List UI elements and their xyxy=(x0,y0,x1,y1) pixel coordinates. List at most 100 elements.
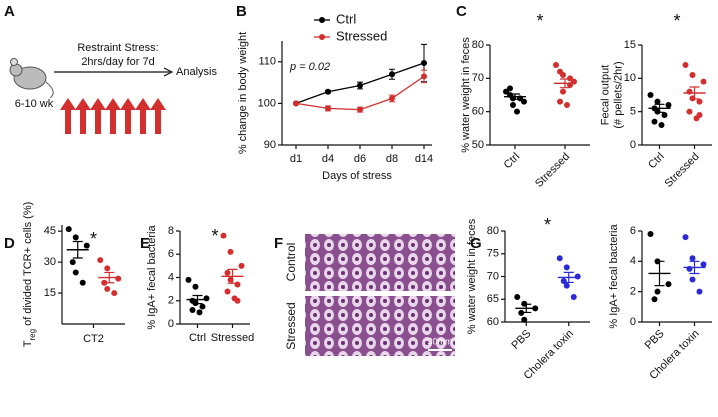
y-axis-label: % water weight in feces xyxy=(466,218,478,334)
annotation: * xyxy=(673,11,680,31)
stress-label: Restraint Stress: xyxy=(77,42,158,54)
panel-label: D xyxy=(4,235,15,252)
y-tick-label: 4 xyxy=(630,255,636,267)
point xyxy=(651,118,658,125)
point xyxy=(700,261,707,268)
point xyxy=(661,112,668,118)
error-bar xyxy=(654,260,665,287)
legend-label: Ctrl xyxy=(336,11,356,26)
point xyxy=(69,259,76,266)
point xyxy=(224,288,231,295)
x-tick-label: d4 xyxy=(322,153,334,165)
point xyxy=(564,102,570,108)
point xyxy=(389,71,395,78)
y-tick-label: 45 xyxy=(44,225,56,237)
point xyxy=(238,262,245,269)
point xyxy=(97,257,104,264)
point xyxy=(514,108,520,115)
x-tick-label: Stressed xyxy=(662,151,701,190)
point xyxy=(325,88,331,95)
y-tick-label: 60 xyxy=(487,316,499,328)
point xyxy=(521,316,528,323)
point xyxy=(83,242,90,249)
y-tick-label: 5 xyxy=(630,106,636,118)
point xyxy=(293,100,299,107)
point xyxy=(507,85,513,92)
y-tick-label: 65 xyxy=(487,293,499,305)
point xyxy=(665,102,672,108)
point xyxy=(651,296,658,303)
point xyxy=(647,92,654,98)
point xyxy=(389,95,395,102)
x-tick-label: PBS xyxy=(643,328,667,352)
point xyxy=(557,98,563,105)
x-tick-label: Stressed xyxy=(533,151,572,190)
point xyxy=(421,60,427,67)
x-tick-label: CT2 xyxy=(83,333,104,345)
point xyxy=(199,303,206,310)
point xyxy=(514,293,521,300)
y-axis-label: Fecal output xyxy=(599,65,611,126)
panel-label: A xyxy=(4,3,15,20)
point xyxy=(563,264,570,271)
y-tick-label: 30 xyxy=(44,256,56,268)
x-tick-label: Ctrl xyxy=(502,151,523,172)
y-axis-label-part: T xyxy=(22,340,34,347)
point xyxy=(234,297,241,304)
point xyxy=(510,102,516,108)
histology-image xyxy=(305,234,455,291)
y-tick-label: 110 xyxy=(258,56,276,68)
y-tick-label: 2 xyxy=(168,295,174,307)
y-tick-label: 75 xyxy=(487,248,499,260)
point xyxy=(557,68,563,75)
y-tick-label: 0 xyxy=(630,316,636,328)
y-axis-label: Treg of divided TCR+ cells (%) xyxy=(22,202,37,348)
point xyxy=(696,112,703,118)
y-tick-label: 6 xyxy=(630,225,636,237)
y-tick-label: 60 xyxy=(472,106,484,118)
panel-label: F xyxy=(274,235,283,252)
point xyxy=(104,285,111,292)
y-tick-label: 10 xyxy=(624,72,636,84)
y-axis-label: (# pellets/2hr) xyxy=(612,61,624,128)
diagram: A 6-10 wk Restraint Stress: 2hrs/day for… xyxy=(4,3,217,134)
scale-label: 30mm xyxy=(427,336,452,346)
mouse-head xyxy=(9,63,23,77)
y-tick-label: 8 xyxy=(168,225,174,237)
point xyxy=(111,290,118,297)
y-axis-label: % IgA+ fecal bacteria xyxy=(608,223,620,328)
point xyxy=(72,269,79,276)
error-bar xyxy=(510,93,520,100)
annotation: * xyxy=(90,229,97,249)
age-label: 6-10 wk xyxy=(15,98,54,110)
point xyxy=(325,105,331,112)
point xyxy=(567,75,573,82)
y-tick-label: 2 xyxy=(630,286,636,298)
y-tick-label: 15 xyxy=(624,39,636,51)
point xyxy=(220,232,227,239)
annotation: p = 0.02 xyxy=(289,61,330,73)
error-bar xyxy=(227,268,238,284)
point xyxy=(553,62,559,68)
mouse-tail xyxy=(45,81,54,99)
y-axis-label-part: reg xyxy=(28,329,37,341)
error-bar xyxy=(563,271,574,284)
point xyxy=(65,226,72,233)
x-tick-label: Ctrl xyxy=(189,332,206,344)
legend-marker xyxy=(319,17,325,23)
stress-label: 2hrs/day for 7d xyxy=(81,56,154,68)
point xyxy=(682,234,689,241)
point xyxy=(654,288,661,295)
y-tick-label: 70 xyxy=(472,72,484,84)
point xyxy=(189,307,196,314)
point xyxy=(686,88,693,95)
error-bar xyxy=(192,294,203,305)
row-label: Control xyxy=(284,243,298,282)
y-axis-label: % change in body weight xyxy=(237,32,249,154)
point xyxy=(521,98,527,105)
point xyxy=(503,88,509,95)
point xyxy=(689,255,696,262)
point xyxy=(686,108,693,115)
point xyxy=(185,276,192,283)
